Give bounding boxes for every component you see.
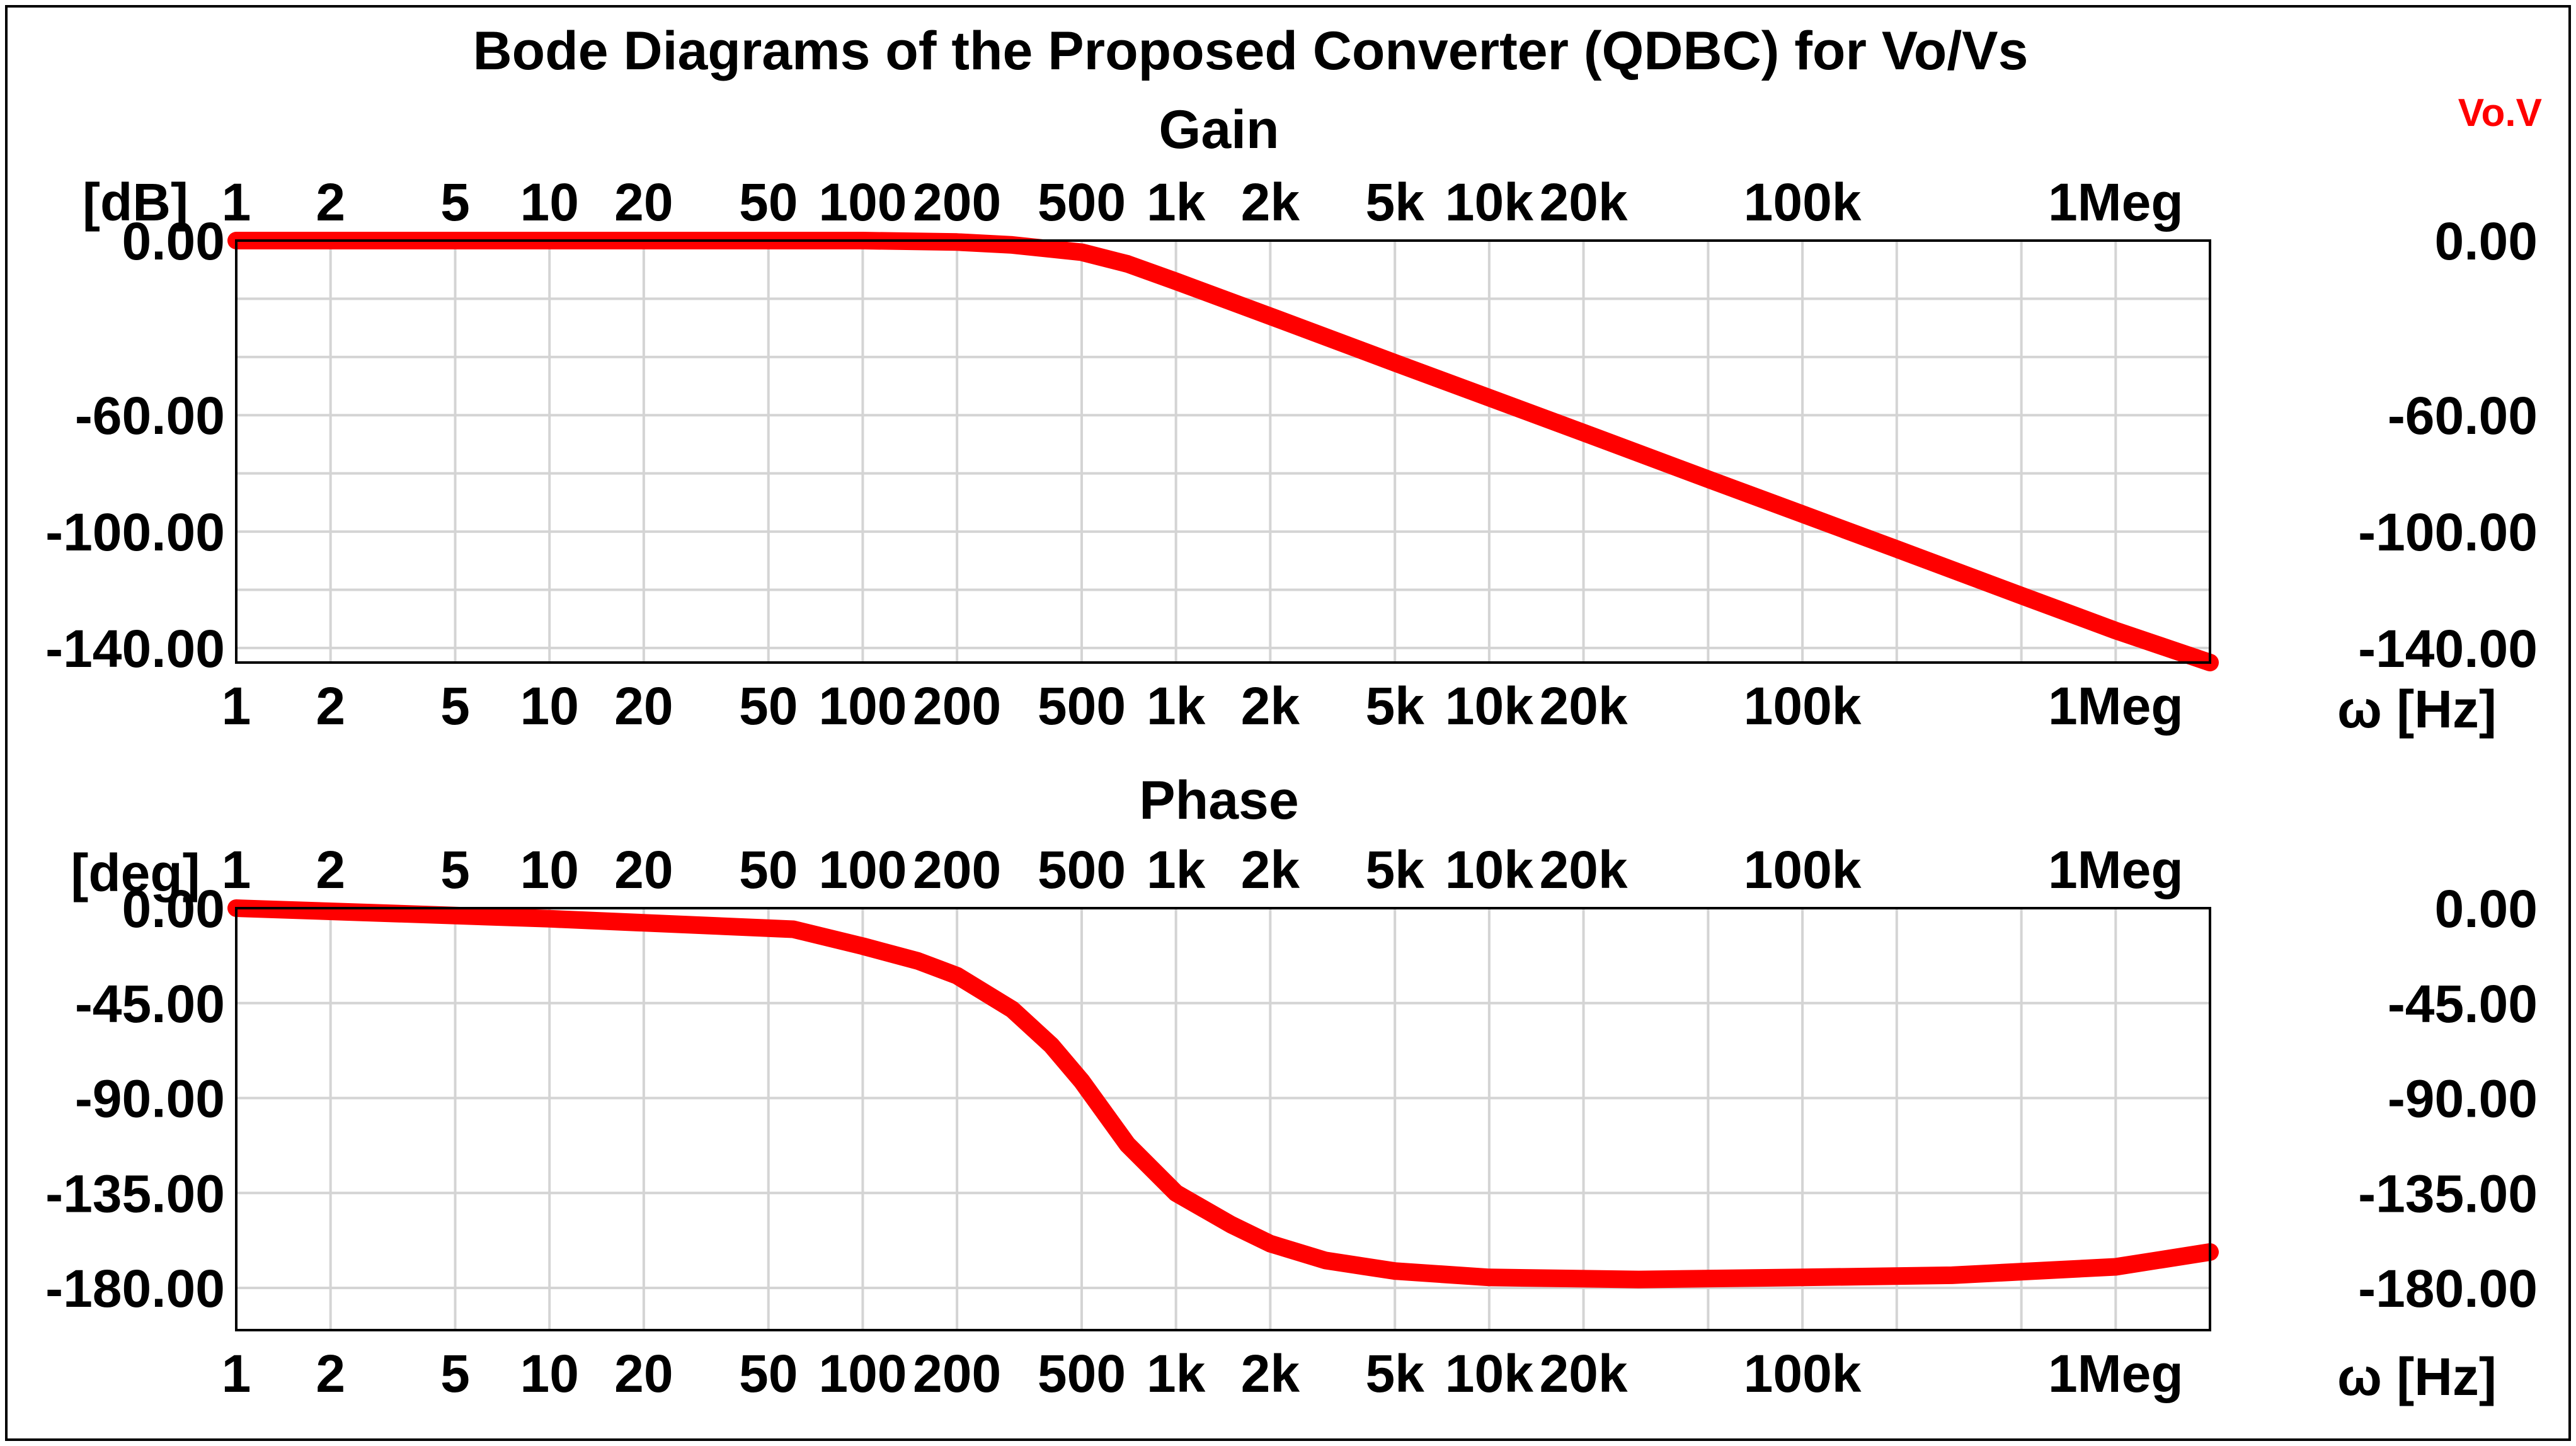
x-tick-label: 20k: [1539, 676, 1627, 736]
x-tick-label: 20k: [1539, 173, 1627, 232]
x-tick-label: 200: [913, 1344, 1001, 1403]
y-tick-label-right: -90.00: [2388, 1069, 2538, 1129]
x-tick-label: 1k: [1147, 1344, 1206, 1403]
x-tick-label: 10: [520, 1344, 579, 1403]
x-tick-label: 50: [739, 173, 798, 232]
y-tick-label-right: -100.00: [2358, 503, 2538, 562]
gain-subtitle: Gain: [1159, 100, 1279, 160]
x-tick-label: 200: [913, 173, 1001, 232]
x-tick-label: 10k: [1445, 1344, 1533, 1403]
x-tick-label: 5: [440, 676, 470, 736]
phase-tick-labels: 1122551010202050501001002002005005001k1k…: [45, 840, 2538, 1403]
legend-entry: Vo.V: [2458, 91, 2542, 135]
x-tick-label: 20: [614, 676, 673, 736]
x-tick-label: 1Meg: [2048, 173, 2184, 232]
x-tick-label: 1k: [1147, 676, 1206, 736]
gain-y-unit-label: [dB]: [83, 173, 188, 232]
y-tick-label-left: -135.00: [45, 1164, 225, 1223]
x-tick-label: 5k: [1365, 840, 1424, 899]
x-tick-label: 10: [520, 173, 579, 232]
x-tick-label: 100: [818, 173, 907, 232]
x-tick-label: 2: [316, 1344, 345, 1403]
x-tick-label: 50: [739, 840, 798, 899]
x-tick-label: 50: [739, 1344, 798, 1403]
phase-plot-frame: [235, 907, 2211, 1331]
x-tick-label: 10: [520, 676, 579, 736]
x-tick-label: 1: [222, 840, 251, 899]
x-tick-label: 100k: [1744, 173, 1862, 232]
x-tick-label: 100k: [1744, 840, 1862, 899]
x-tick-label: 2: [316, 676, 345, 736]
phase-subtitle: Phase: [1139, 770, 1298, 831]
x-tick-label: 200: [913, 676, 1001, 736]
x-tick-label: 1k: [1147, 840, 1206, 899]
x-tick-label: 2k: [1241, 1344, 1300, 1403]
y-tick-label-right: -135.00: [2358, 1164, 2538, 1223]
y-tick-label-left: -60.00: [75, 386, 225, 445]
y-tick-label-left: 0.00: [122, 212, 226, 271]
x-tick-label: 1Meg: [2048, 676, 2184, 736]
x-tick-label: 50: [739, 676, 798, 736]
x-tick-label: 1: [222, 1344, 251, 1403]
phase-x-axis-label: ω [Hz]: [2337, 1347, 2497, 1406]
x-tick-label: 5: [440, 1344, 470, 1403]
x-tick-label: 10: [520, 840, 579, 899]
y-tick-label-right: -60.00: [2388, 386, 2538, 445]
x-tick-label: 2k: [1241, 173, 1300, 232]
x-tick-label: 20k: [1539, 1344, 1627, 1403]
x-tick-label: 2k: [1241, 840, 1300, 899]
x-tick-label: 5k: [1365, 173, 1424, 232]
y-tick-label-left: -180.00: [45, 1259, 225, 1318]
x-tick-label: 2: [316, 840, 345, 899]
x-tick-label: 500: [1038, 676, 1126, 736]
x-tick-label: 100: [818, 676, 907, 736]
x-tick-label: 20k: [1539, 840, 1627, 899]
y-tick-label-right: 0.00: [2435, 212, 2538, 271]
y-tick-label-right: -140.00: [2358, 619, 2538, 678]
chart-title: Bode Diagrams of the Proposed Converter …: [473, 21, 2029, 81]
x-tick-label: 2: [316, 173, 345, 232]
x-tick-label: 2k: [1241, 676, 1300, 736]
x-tick-label: 10k: [1445, 676, 1533, 736]
x-tick-label: 20: [614, 173, 673, 232]
x-tick-label: 1k: [1147, 173, 1206, 232]
x-tick-label: 5k: [1365, 1344, 1424, 1403]
x-tick-label: 500: [1038, 1344, 1126, 1403]
x-tick-label: 1: [222, 676, 251, 736]
x-tick-label: 10k: [1445, 840, 1533, 899]
x-tick-label: 100: [818, 840, 907, 899]
y-tick-label-right: -45.00: [2388, 974, 2538, 1033]
x-tick-label: 5k: [1365, 676, 1424, 736]
y-tick-label-right: -180.00: [2358, 1259, 2538, 1318]
x-tick-label: 5: [440, 173, 470, 232]
x-tick-label: 1Meg: [2048, 1344, 2184, 1403]
phase-y-unit-label: [deg]: [71, 843, 200, 902]
x-tick-label: 5: [440, 840, 470, 899]
y-tick-label-left: 0.00: [122, 879, 226, 938]
x-tick-label: 1: [222, 173, 251, 232]
x-tick-label: 1Meg: [2048, 840, 2184, 899]
y-tick-label-right: 0.00: [2435, 879, 2538, 938]
gain-tick-labels: 1122551010202050501001002002005005001k1k…: [45, 173, 2538, 736]
x-tick-label: 20: [614, 1344, 673, 1403]
x-tick-label: 100k: [1744, 676, 1862, 736]
y-tick-label-left: -100.00: [45, 503, 225, 562]
x-tick-label: 200: [913, 840, 1001, 899]
y-tick-label-left: -45.00: [75, 974, 225, 1033]
x-tick-label: 100: [818, 1344, 907, 1403]
phase-series-vo-v: [227, 899, 2219, 1289]
x-tick-label: 500: [1038, 173, 1126, 232]
x-tick-label: 500: [1038, 840, 1126, 899]
gain-x-axis-label: ω [Hz]: [2337, 680, 2497, 739]
y-tick-label-left: -90.00: [75, 1069, 225, 1129]
x-tick-label: 20: [614, 840, 673, 899]
y-tick-label-left: -140.00: [45, 619, 225, 678]
x-tick-label: 100k: [1744, 1344, 1862, 1403]
gain-plot-frame: [235, 239, 2211, 664]
x-tick-label: 10k: [1445, 173, 1533, 232]
